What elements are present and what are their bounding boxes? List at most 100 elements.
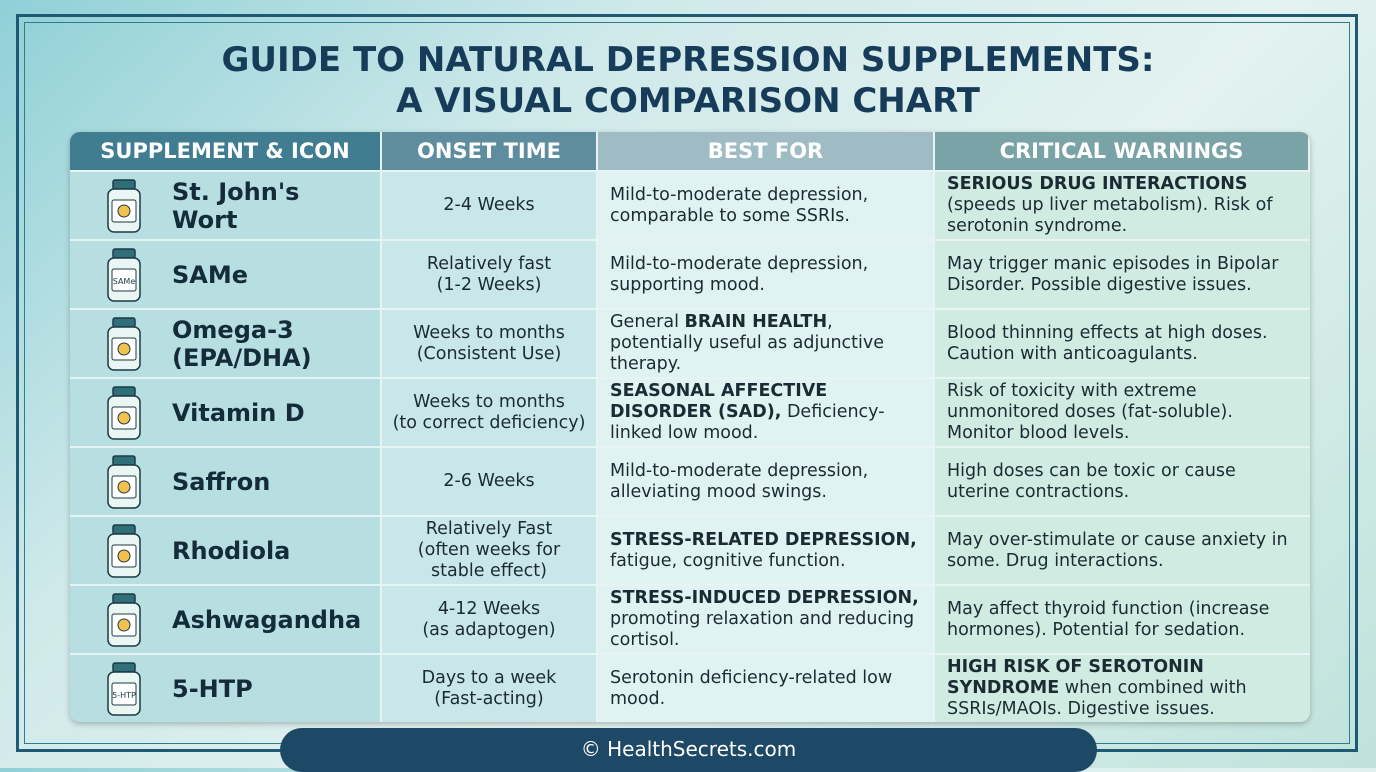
row: Saffron 2-6 Weeks Mild-to-moderate depress… bbox=[70, 446, 1310, 515]
text: May affect thyroid function (increase ho… bbox=[947, 598, 1270, 640]
cell-text: May over-stimulate or cause anxiety in s… bbox=[947, 530, 1298, 572]
onset-cell: Weeks to months (to correct deficiency) bbox=[382, 379, 598, 446]
onset-line: stable effect) bbox=[431, 561, 547, 581]
warnings-cell: Blood thinning effects at high doses. Ca… bbox=[935, 310, 1310, 377]
cell-text: Serotonin deficiency-related low mood. bbox=[610, 668, 921, 710]
text: High doses can be toxic or cause uterine… bbox=[947, 460, 1236, 502]
onset-line: Days to a week bbox=[421, 667, 557, 688]
best-for-cell: STRESS-RELATED DEPRESSION, fatigue, cogn… bbox=[598, 517, 935, 584]
title-line: GUIDE TO NATURAL DEPRESSION SUPPLEMENTS: bbox=[221, 40, 1155, 80]
bottle-icon bbox=[107, 385, 141, 440]
onset-line: (1-2 Weeks) bbox=[436, 274, 542, 295]
text: Deficiency-linked low mood. bbox=[610, 402, 885, 443]
column-header: SUPPLEMENT & ICON bbox=[70, 132, 382, 170]
column-header: BEST FOR bbox=[598, 132, 935, 170]
text: Mild-to-moderate depression, alleviating… bbox=[610, 460, 869, 502]
text: Risk of toxicity with extreme unmonitore… bbox=[947, 381, 1233, 443]
bottle-icon bbox=[107, 592, 141, 647]
header-row: SUPPLEMENT & ICON ONSET TIME BEST FOR CRITI… bbox=[70, 132, 1310, 170]
cell-text: HIGH RISK OF SEROTONIN SYNDROME when com… bbox=[947, 657, 1298, 720]
supplement-name: Omega-3 (EPA/DHA) bbox=[172, 315, 312, 372]
onset-text: Relatively Fast (often weeks for stable ef… bbox=[418, 519, 560, 582]
column-header: CRITICAL WARNINGS bbox=[935, 132, 1310, 170]
text: General bbox=[610, 312, 679, 332]
best-for-cell: STRESS-INDUCED DEPRESSION, promoting rel… bbox=[598, 586, 935, 653]
row: 5-HTP 5-HTP Days to a week (Fast-acting) Ser… bbox=[70, 653, 1310, 722]
best-for-cell: Mild-to-moderate depression, comparable … bbox=[598, 172, 935, 239]
cell-text: SERIOUS DRUG INTERACTIONS (speeds up liv… bbox=[947, 174, 1298, 237]
onset-cell: Relatively fast (1-2 Weeks) bbox=[382, 241, 598, 308]
onset-text: 4-12 Weeks (as adaptogen) bbox=[422, 599, 555, 641]
text: promoting relaxation and reducing cortis… bbox=[610, 609, 915, 650]
cell-text: Mild-to-moderate depression, supporting … bbox=[610, 254, 921, 296]
cell-text: SEASONAL AFFECTIVE DISORDER (SAD), Defic… bbox=[610, 381, 921, 444]
table: SUPPLEMENT & ICON ONSET TIME BEST FOR CRITI… bbox=[70, 132, 1310, 722]
text: May over-stimulate or cause anxiety in s… bbox=[947, 529, 1288, 571]
supplement-cell: SAMe SAMe bbox=[70, 241, 382, 308]
supplement-name: Saffron bbox=[172, 467, 271, 496]
cell-text: Mild-to-moderate depression, comparable … bbox=[610, 185, 921, 227]
onset-text: Weeks to months (Consistent Use) bbox=[413, 323, 565, 365]
cell-text: High doses can be toxic or cause uterine… bbox=[947, 461, 1298, 503]
text: Serotonin deficiency-related low mood. bbox=[610, 667, 893, 709]
text: when combined with SSRIs/MAOIs. Digestiv… bbox=[947, 678, 1247, 719]
title-line: A VISUAL COMPARISON CHART bbox=[396, 81, 980, 121]
bottle-icon: SAMe bbox=[107, 247, 141, 302]
supplement-name: SAMe bbox=[172, 260, 249, 289]
supplement-cell: Rhodiola bbox=[70, 517, 382, 584]
strong-text: SERIOUS DRUG INTERACTIONS bbox=[947, 174, 1248, 194]
bottle-icon: 5-HTP bbox=[107, 661, 141, 716]
row: Ashwagandha 4-12 Weeks (as adaptogen) STRES… bbox=[70, 584, 1310, 653]
supplement-name: Rhodiola bbox=[172, 536, 291, 565]
onset-line: Relatively fast bbox=[426, 253, 552, 274]
bottle-icon bbox=[107, 523, 141, 578]
strong-text: HIGH RISK OF SEROTONIN SYNDROME bbox=[947, 657, 1204, 698]
onset-cell: 4-12 Weeks (as adaptogen) bbox=[382, 586, 598, 653]
onset-line: 4-12 Weeks bbox=[437, 598, 541, 619]
best-for-cell: Serotonin deficiency-related low mood. bbox=[598, 655, 935, 722]
supplement-cell: Ashwagandha bbox=[70, 586, 382, 653]
row: Vitamin D Weeks to months (to correct defi… bbox=[70, 377, 1310, 446]
onset-line: (to correct deficiency) bbox=[392, 412, 586, 433]
bottle-icon bbox=[107, 454, 141, 509]
onset-text: Relatively fast (1-2 Weeks) bbox=[427, 254, 551, 296]
supplement-name: 5-HTP bbox=[172, 674, 253, 703]
cell-text: Risk of toxicity with extreme unmonitore… bbox=[947, 381, 1298, 444]
supplement-cell: Vitamin D bbox=[70, 379, 382, 446]
supplement-cell: Saffron bbox=[70, 448, 382, 515]
best-for-cell: Mild-to-moderate depression, alleviating… bbox=[598, 448, 935, 515]
onset-line: 2-4 Weeks bbox=[443, 195, 535, 215]
bottle-icon bbox=[107, 178, 141, 233]
row: Rhodiola Relatively Fast (often weeks for s… bbox=[70, 515, 1310, 584]
supplement-cell: St. John's Wort bbox=[70, 172, 382, 239]
onset-line: (as adaptogen) bbox=[422, 619, 556, 640]
best-for-cell: General BRAIN HEALTH, potentially useful… bbox=[598, 310, 935, 377]
onset-line: Weeks to months bbox=[413, 322, 565, 343]
cell-text: May trigger manic episodes in Bipolar Di… bbox=[947, 254, 1298, 296]
text: May trigger manic episodes in Bipolar Di… bbox=[947, 253, 1279, 295]
onset-line: 2-6 Weeks bbox=[443, 471, 535, 491]
warnings-cell: High doses can be toxic or cause uterine… bbox=[935, 448, 1310, 515]
title: GUIDE TO NATURAL DEPRESSION SUPPLEMENTS:… bbox=[0, 40, 1376, 122]
cell-text: Blood thinning effects at high doses. Ca… bbox=[947, 323, 1298, 365]
text: Mild-to-moderate depression, comparable … bbox=[610, 184, 869, 226]
text: Blood thinning effects at high doses. Ca… bbox=[947, 322, 1268, 364]
cell-text: STRESS-RELATED DEPRESSION, fatigue, cogn… bbox=[610, 530, 921, 572]
warnings-cell: Risk of toxicity with extreme unmonitore… bbox=[935, 379, 1310, 446]
warnings-cell: May trigger manic episodes in Bipolar Di… bbox=[935, 241, 1310, 308]
cell-text: Mild-to-moderate depression, alleviating… bbox=[610, 461, 921, 503]
onset-line: (Fast-acting) bbox=[434, 688, 544, 709]
onset-cell: Relatively Fast (often weeks for stable ef… bbox=[382, 517, 598, 584]
onset-cell: 2-4 Weeks bbox=[382, 172, 598, 239]
footer: © HealthSecrets.com bbox=[280, 728, 1097, 772]
onset-text: Weeks to months (to correct deficiency) bbox=[393, 392, 586, 434]
onset-text: Days to a week (Fast-acting) bbox=[422, 668, 557, 710]
supplement-cell: 5-HTP 5-HTP bbox=[70, 655, 382, 722]
strong-text: STRESS-RELATED DEPRESSION, bbox=[610, 529, 917, 550]
onset-text: 2-4 Weeks bbox=[443, 195, 534, 216]
onset-line: Relatively Fast bbox=[425, 519, 553, 539]
cell-text: May affect thyroid function (increase ho… bbox=[947, 599, 1298, 641]
text: (speeds up liver metabolism). Risk of se… bbox=[947, 195, 1273, 236]
row: Omega-3 (EPA/DHA) Weeks to months (Consist… bbox=[70, 308, 1310, 377]
cell-text: General BRAIN HEALTH, potentially useful… bbox=[610, 312, 921, 375]
